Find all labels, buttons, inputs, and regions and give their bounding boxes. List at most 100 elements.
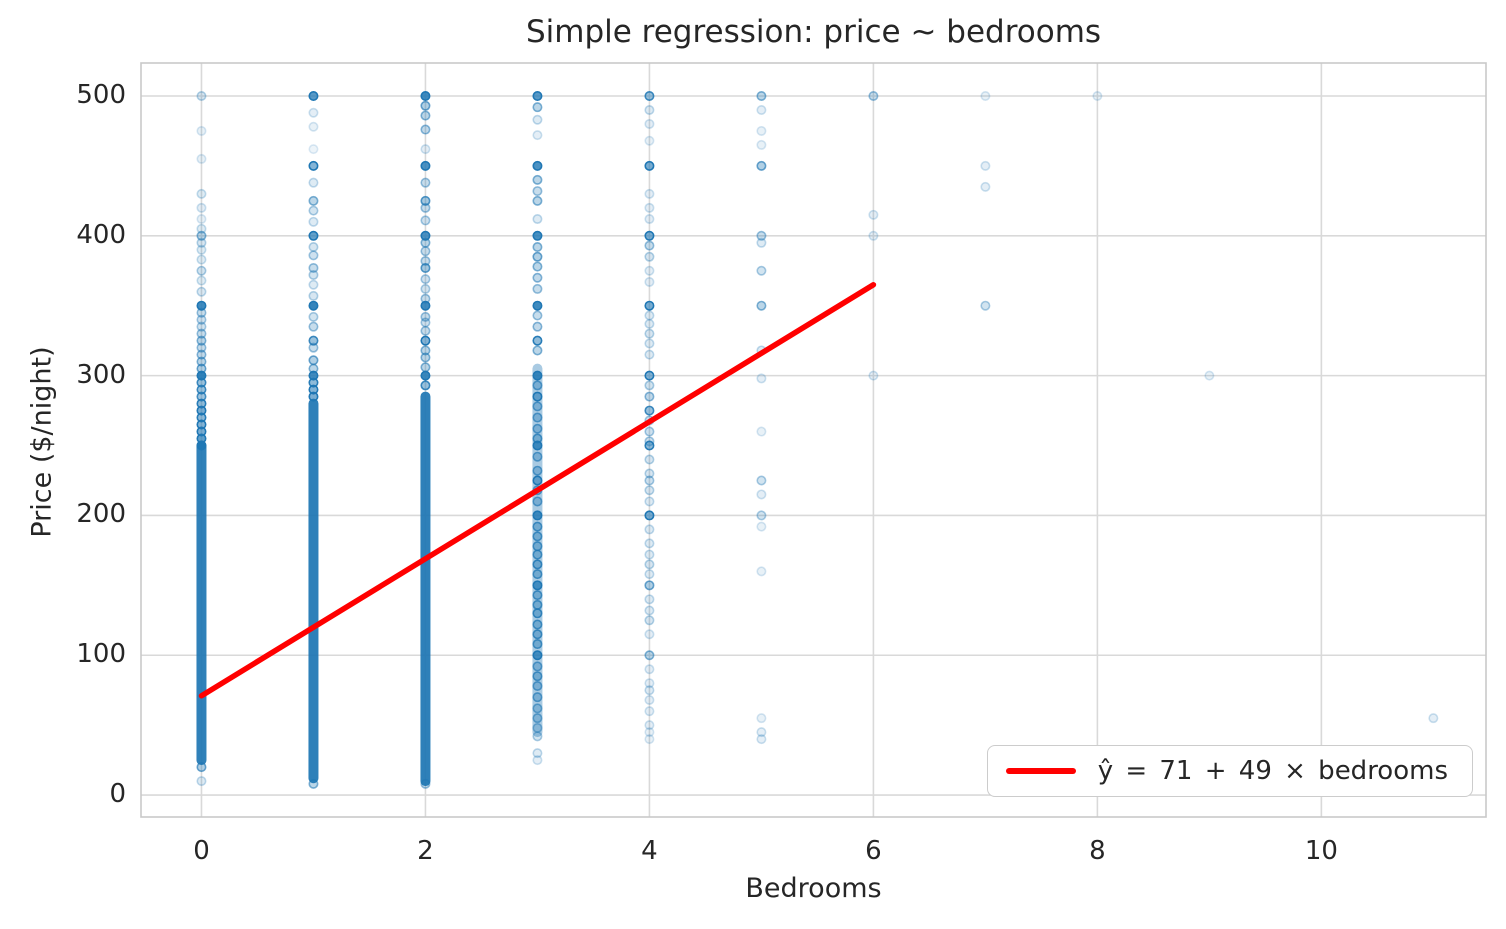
scatter-point bbox=[420, 370, 431, 381]
scatter-point bbox=[532, 731, 543, 742]
scatter-point bbox=[308, 241, 319, 252]
scatter-point bbox=[196, 342, 207, 353]
scatter-point bbox=[532, 541, 543, 552]
scatter-point bbox=[420, 177, 431, 188]
scatter-point bbox=[420, 144, 431, 155]
scatter-point bbox=[196, 254, 207, 265]
y-tick-label: 100 bbox=[76, 639, 126, 670]
scatter-point bbox=[644, 727, 655, 738]
scatter-point bbox=[532, 692, 543, 703]
scatter-point bbox=[308, 107, 319, 118]
scatter-point bbox=[532, 521, 543, 532]
scatter-point bbox=[308, 335, 319, 346]
y-tick-label: 200 bbox=[76, 499, 126, 530]
y-tick-label: 500 bbox=[76, 79, 126, 110]
scatter-point bbox=[532, 310, 543, 321]
x-axis-label: Bedrooms bbox=[745, 873, 882, 904]
scatter-point bbox=[644, 694, 655, 705]
scatter-point bbox=[644, 328, 655, 339]
scatter-point bbox=[196, 244, 207, 255]
scatter-point bbox=[756, 139, 767, 150]
scatter-point bbox=[644, 380, 655, 391]
scatter-point bbox=[532, 590, 543, 601]
scatter-point bbox=[756, 521, 767, 532]
scatter-point bbox=[756, 237, 767, 248]
scatter-point bbox=[532, 345, 543, 356]
scatter-point bbox=[644, 615, 655, 626]
scatter-point bbox=[532, 465, 543, 476]
scatter-point bbox=[532, 650, 543, 661]
scatter-point bbox=[420, 255, 431, 266]
scatter-point bbox=[756, 727, 767, 738]
scatter-point bbox=[644, 650, 655, 661]
scatter-point bbox=[980, 160, 991, 171]
scatter-point bbox=[532, 412, 543, 423]
scatter-point bbox=[420, 300, 431, 311]
scatter-point bbox=[196, 153, 207, 164]
scatter-point bbox=[196, 314, 207, 325]
scatter-point bbox=[644, 440, 655, 451]
scatter-point bbox=[532, 531, 543, 542]
scatter-point bbox=[532, 722, 543, 733]
scatter-point bbox=[196, 90, 207, 101]
scatter-point bbox=[532, 748, 543, 759]
scatter-point bbox=[756, 373, 767, 384]
scatter-point bbox=[308, 250, 319, 261]
scatter-point bbox=[532, 619, 543, 630]
scatter-point bbox=[308, 195, 319, 206]
scatter-point bbox=[756, 713, 767, 724]
scatter-point bbox=[196, 202, 207, 213]
scatter-point bbox=[644, 475, 655, 486]
scatter-point bbox=[644, 496, 655, 507]
scatter-point bbox=[532, 380, 543, 391]
scatter-point bbox=[420, 345, 431, 356]
scatter-point bbox=[420, 195, 431, 206]
scatter-point bbox=[196, 377, 207, 388]
scatter-point bbox=[308, 279, 319, 290]
scatter-point bbox=[868, 230, 879, 241]
scatter-point bbox=[644, 370, 655, 381]
scatter-point bbox=[196, 275, 207, 286]
scatter-point bbox=[532, 130, 543, 141]
scatter-point bbox=[196, 321, 207, 332]
scatter-point bbox=[644, 685, 655, 696]
scatter-point bbox=[644, 318, 655, 329]
scatter-point bbox=[532, 639, 543, 650]
scatter-point bbox=[420, 262, 431, 273]
scatter-point bbox=[644, 338, 655, 349]
plot-border bbox=[140, 62, 1487, 818]
scatter-point bbox=[532, 680, 543, 691]
scatter-point bbox=[532, 251, 543, 262]
scatter-point bbox=[644, 734, 655, 745]
scatter-point bbox=[756, 734, 767, 745]
scatter-point bbox=[308, 355, 319, 366]
scatter-point bbox=[532, 599, 543, 610]
scatter-point bbox=[196, 307, 207, 318]
scatter-point bbox=[308, 290, 319, 301]
scatter-point bbox=[532, 102, 543, 113]
scatter-point bbox=[644, 349, 655, 360]
x-tick-label: 8 bbox=[1089, 836, 1106, 866]
scatter-point bbox=[644, 559, 655, 570]
scatter-point bbox=[308, 160, 319, 171]
scatter-point bbox=[532, 90, 543, 101]
scatter-point bbox=[532, 423, 543, 434]
scatter-point bbox=[644, 300, 655, 311]
scatter-point bbox=[756, 160, 767, 171]
legend-label: ŷ = 71 + 49 × bedrooms bbox=[1097, 756, 1448, 786]
scatter-point bbox=[532, 661, 543, 672]
scatter-point bbox=[420, 160, 431, 171]
scatter-point bbox=[1204, 370, 1215, 381]
scatter-point bbox=[532, 510, 543, 521]
scatter-point bbox=[644, 524, 655, 535]
scatter-point bbox=[644, 485, 655, 496]
scatter-point bbox=[756, 475, 767, 486]
scatter-point bbox=[420, 215, 431, 226]
scatter-point bbox=[308, 177, 319, 188]
scatter-point bbox=[420, 380, 431, 391]
scatter-point bbox=[420, 202, 431, 213]
scatter-point bbox=[420, 335, 431, 346]
scatter-point bbox=[308, 144, 319, 155]
plot-background bbox=[141, 63, 1486, 817]
